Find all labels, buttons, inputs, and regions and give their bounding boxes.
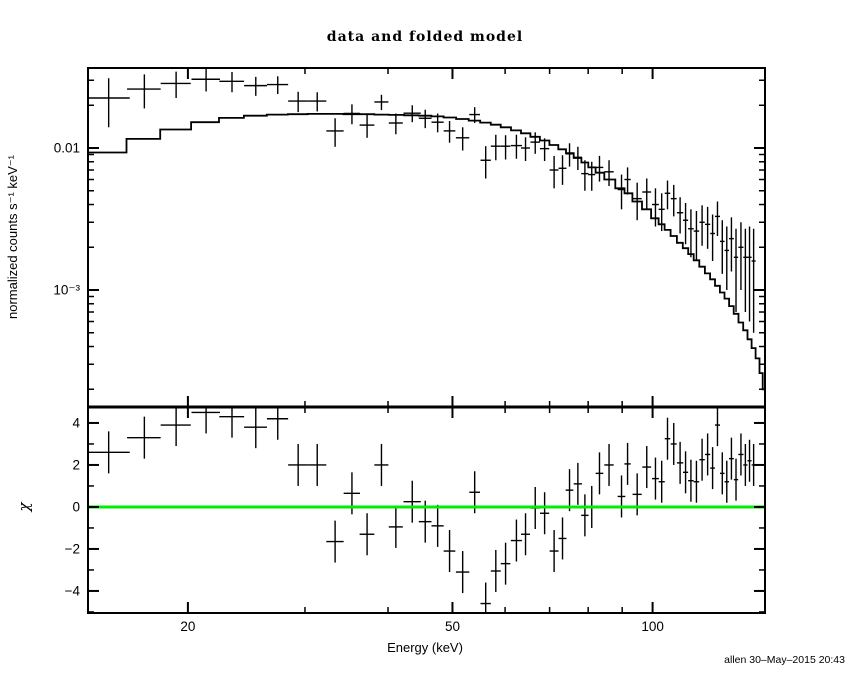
chi-tick-label: −4 <box>65 583 81 598</box>
y-tick-label: 0.01 <box>54 141 80 156</box>
chi-tick-label: 2 <box>72 457 80 472</box>
chi-tick-label: 4 <box>72 415 80 430</box>
x-tick-label: 50 <box>445 619 460 634</box>
signature-timestamp: allen 30–May–2015 20:43 <box>724 654 845 666</box>
x-tick-label: 20 <box>180 619 195 634</box>
x-tick-label: 100 <box>641 619 664 634</box>
chi-tick-label: −2 <box>65 541 80 556</box>
data-points-group <box>88 69 756 333</box>
chi-tick-label: 0 <box>72 499 80 514</box>
y-tick-label: 10⁻³ <box>53 283 80 298</box>
y-axis-label-chi: χ <box>15 502 33 512</box>
folded-model-group <box>88 113 765 391</box>
model-step-line <box>88 113 765 391</box>
x-axis-label: Energy (keV) <box>387 640 463 655</box>
plot-title: data and folded model <box>326 29 524 45</box>
bottom-panel-frame <box>87 406 766 614</box>
